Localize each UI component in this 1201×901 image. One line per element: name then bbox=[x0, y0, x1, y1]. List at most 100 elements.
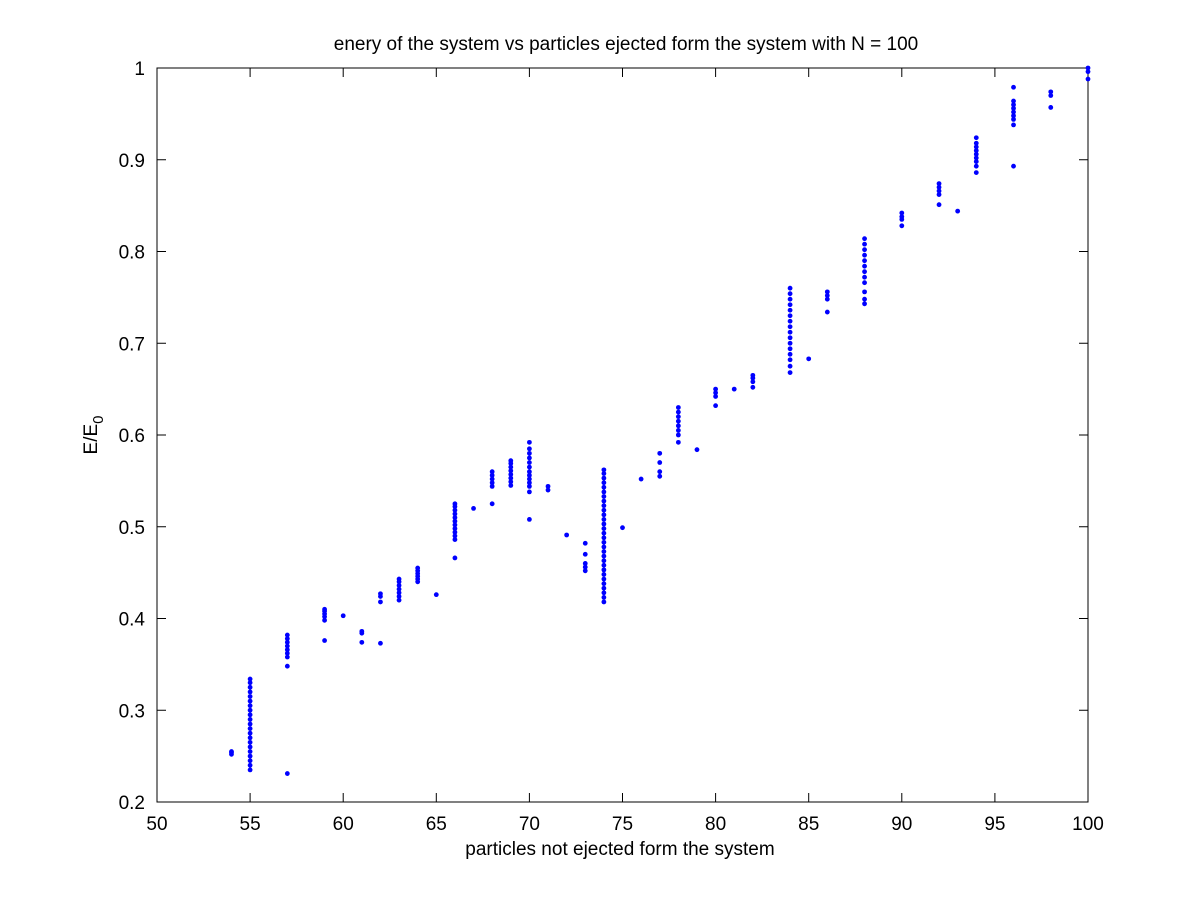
y-tick-label: 0.7 bbox=[119, 334, 145, 355]
data-point bbox=[247, 698, 253, 704]
data-point bbox=[1011, 122, 1016, 128]
data-point bbox=[862, 289, 867, 295]
data-point bbox=[396, 583, 402, 588]
data-point bbox=[601, 494, 607, 499]
data-point bbox=[787, 324, 793, 330]
y-tick-label: 0.2 bbox=[119, 793, 145, 814]
x-tick-label: 60 bbox=[333, 814, 354, 835]
data-point bbox=[657, 473, 663, 479]
x-tick-label: 70 bbox=[519, 814, 540, 835]
data-point bbox=[489, 480, 495, 486]
data-point bbox=[787, 313, 793, 319]
data-point bbox=[247, 744, 253, 750]
x-axis-ticks: 50 55 60 65 70 75 80 85 90 95 100 bbox=[146, 68, 1104, 835]
x-tick-label: 75 bbox=[612, 814, 633, 835]
data-point bbox=[247, 717, 253, 722]
data-point bbox=[601, 467, 607, 473]
data-point bbox=[1085, 76, 1091, 82]
data-point bbox=[452, 529, 458, 535]
data-point bbox=[284, 643, 290, 649]
data-point bbox=[1011, 163, 1016, 169]
data-point bbox=[657, 450, 663, 456]
data-point bbox=[247, 680, 253, 686]
data-point bbox=[713, 390, 718, 396]
x-tick-label: 95 bbox=[984, 814, 1005, 835]
y-axis-label: E/E0 bbox=[81, 416, 107, 455]
data-point bbox=[862, 241, 867, 247]
data-point bbox=[973, 151, 979, 157]
data-point bbox=[508, 472, 514, 477]
data-point bbox=[247, 730, 253, 736]
data-point bbox=[247, 689, 253, 695]
data-point bbox=[396, 597, 402, 603]
data-point bbox=[601, 521, 607, 527]
data-point bbox=[527, 464, 532, 470]
data-point bbox=[824, 309, 830, 315]
data-point bbox=[601, 544, 607, 550]
data-point bbox=[899, 210, 905, 216]
data-point bbox=[545, 487, 551, 493]
data-point bbox=[601, 484, 607, 490]
data-point bbox=[1085, 69, 1091, 75]
data-point bbox=[247, 726, 253, 731]
data-point bbox=[284, 636, 290, 642]
data-point bbox=[340, 613, 346, 619]
data-point bbox=[508, 479, 514, 485]
data-point bbox=[601, 553, 607, 559]
data-point bbox=[1048, 89, 1054, 95]
data-point bbox=[527, 450, 532, 456]
data-point bbox=[378, 599, 383, 605]
data-point bbox=[284, 647, 290, 653]
data-point bbox=[471, 506, 476, 511]
data-point bbox=[582, 568, 588, 574]
data-point bbox=[601, 498, 607, 504]
data-point bbox=[1085, 65, 1091, 71]
data-point bbox=[787, 329, 793, 335]
data-point bbox=[787, 346, 793, 352]
data-point bbox=[750, 372, 756, 378]
data-point bbox=[862, 263, 867, 269]
data-point bbox=[601, 526, 607, 531]
data-point bbox=[936, 188, 942, 194]
data-point bbox=[787, 370, 793, 376]
data-point bbox=[601, 572, 607, 577]
x-tick-label: 50 bbox=[146, 814, 167, 835]
data-point bbox=[527, 439, 532, 445]
data-point bbox=[787, 335, 793, 341]
data-point bbox=[713, 403, 718, 409]
data-point bbox=[787, 285, 793, 291]
data-point bbox=[396, 576, 402, 582]
data-point bbox=[973, 140, 979, 146]
data-point bbox=[601, 567, 607, 573]
y-tick-label: 0.6 bbox=[119, 426, 145, 447]
data-point bbox=[527, 476, 532, 482]
y-tick-label: 0.3 bbox=[119, 701, 145, 722]
data-point bbox=[787, 351, 793, 357]
data-point bbox=[750, 384, 756, 390]
data-point bbox=[601, 599, 607, 605]
data-point bbox=[452, 507, 458, 513]
data-point bbox=[973, 163, 979, 169]
y-axis-label-subscript: 0 bbox=[90, 416, 107, 424]
data-point bbox=[452, 522, 458, 528]
data-point bbox=[973, 155, 979, 161]
data-point bbox=[731, 386, 737, 392]
data-point bbox=[787, 340, 793, 346]
data-point bbox=[973, 144, 979, 150]
data-point bbox=[247, 712, 253, 718]
x-tick-label: 65 bbox=[426, 814, 447, 835]
data-point bbox=[284, 663, 290, 669]
data-point bbox=[787, 357, 793, 363]
data-point bbox=[601, 585, 607, 591]
data-point bbox=[973, 135, 979, 141]
x-tick-label: 85 bbox=[798, 814, 819, 835]
data-point bbox=[1011, 84, 1016, 90]
y-tick-label: 1 bbox=[134, 59, 145, 80]
data-point bbox=[452, 526, 458, 531]
data-point bbox=[675, 405, 681, 410]
x-tick-label: 90 bbox=[891, 814, 912, 835]
data-point bbox=[582, 564, 588, 570]
data-point bbox=[973, 159, 979, 164]
data-point bbox=[247, 749, 253, 754]
data-point bbox=[862, 274, 867, 280]
